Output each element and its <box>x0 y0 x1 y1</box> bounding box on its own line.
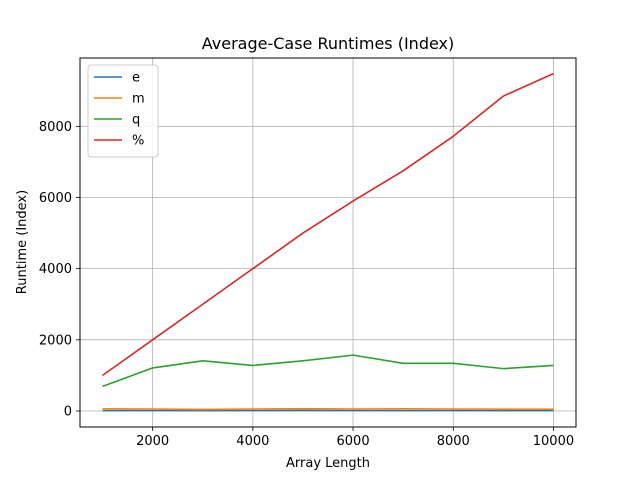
y-tick-label: 6000 <box>39 191 72 206</box>
x-tick-label: 2000 <box>136 434 169 449</box>
legend: emq% <box>87 64 159 158</box>
y-tick-label: 8000 <box>39 120 72 135</box>
plot-frame <box>79 57 577 428</box>
y-tick-label: 4000 <box>39 262 72 277</box>
y-tick-label: 2000 <box>39 333 72 348</box>
legend-label: % <box>132 134 144 149</box>
x-tick-label: 4000 <box>236 434 269 449</box>
series-lines <box>102 72 554 412</box>
legend-box <box>87 64 159 158</box>
series-line-4 <box>102 72 554 377</box>
x-axis: 2000 4000 6000 8000 10000 <box>136 427 574 449</box>
y-axis: 0 2000 4000 6000 8000 <box>39 120 80 419</box>
series-line-2 <box>102 407 554 411</box>
legend-label: q <box>132 113 140 128</box>
x-tick-label: 6000 <box>337 434 370 449</box>
x-tick-label: 10000 <box>533 434 574 449</box>
legend-label: e <box>132 71 140 86</box>
chart-title: Average-Case Runtimes (Index) <box>202 34 455 53</box>
series-line-3 <box>102 354 554 388</box>
y-axis-label: Runtime (Index) <box>15 190 30 294</box>
y-tick-label: 0 <box>64 404 72 419</box>
x-tick-label: 8000 <box>437 434 470 449</box>
x-axis-label: Array Length <box>286 456 370 471</box>
legend-label: m <box>132 92 145 107</box>
